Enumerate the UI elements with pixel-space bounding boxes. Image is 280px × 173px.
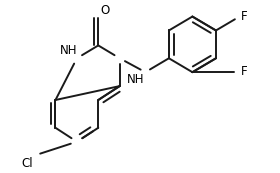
Text: NH: NH [127, 73, 144, 86]
Text: Cl: Cl [21, 157, 33, 170]
Text: NH: NH [59, 44, 77, 57]
Text: O: O [101, 4, 110, 17]
Text: F: F [241, 65, 247, 78]
Text: F: F [241, 11, 247, 24]
